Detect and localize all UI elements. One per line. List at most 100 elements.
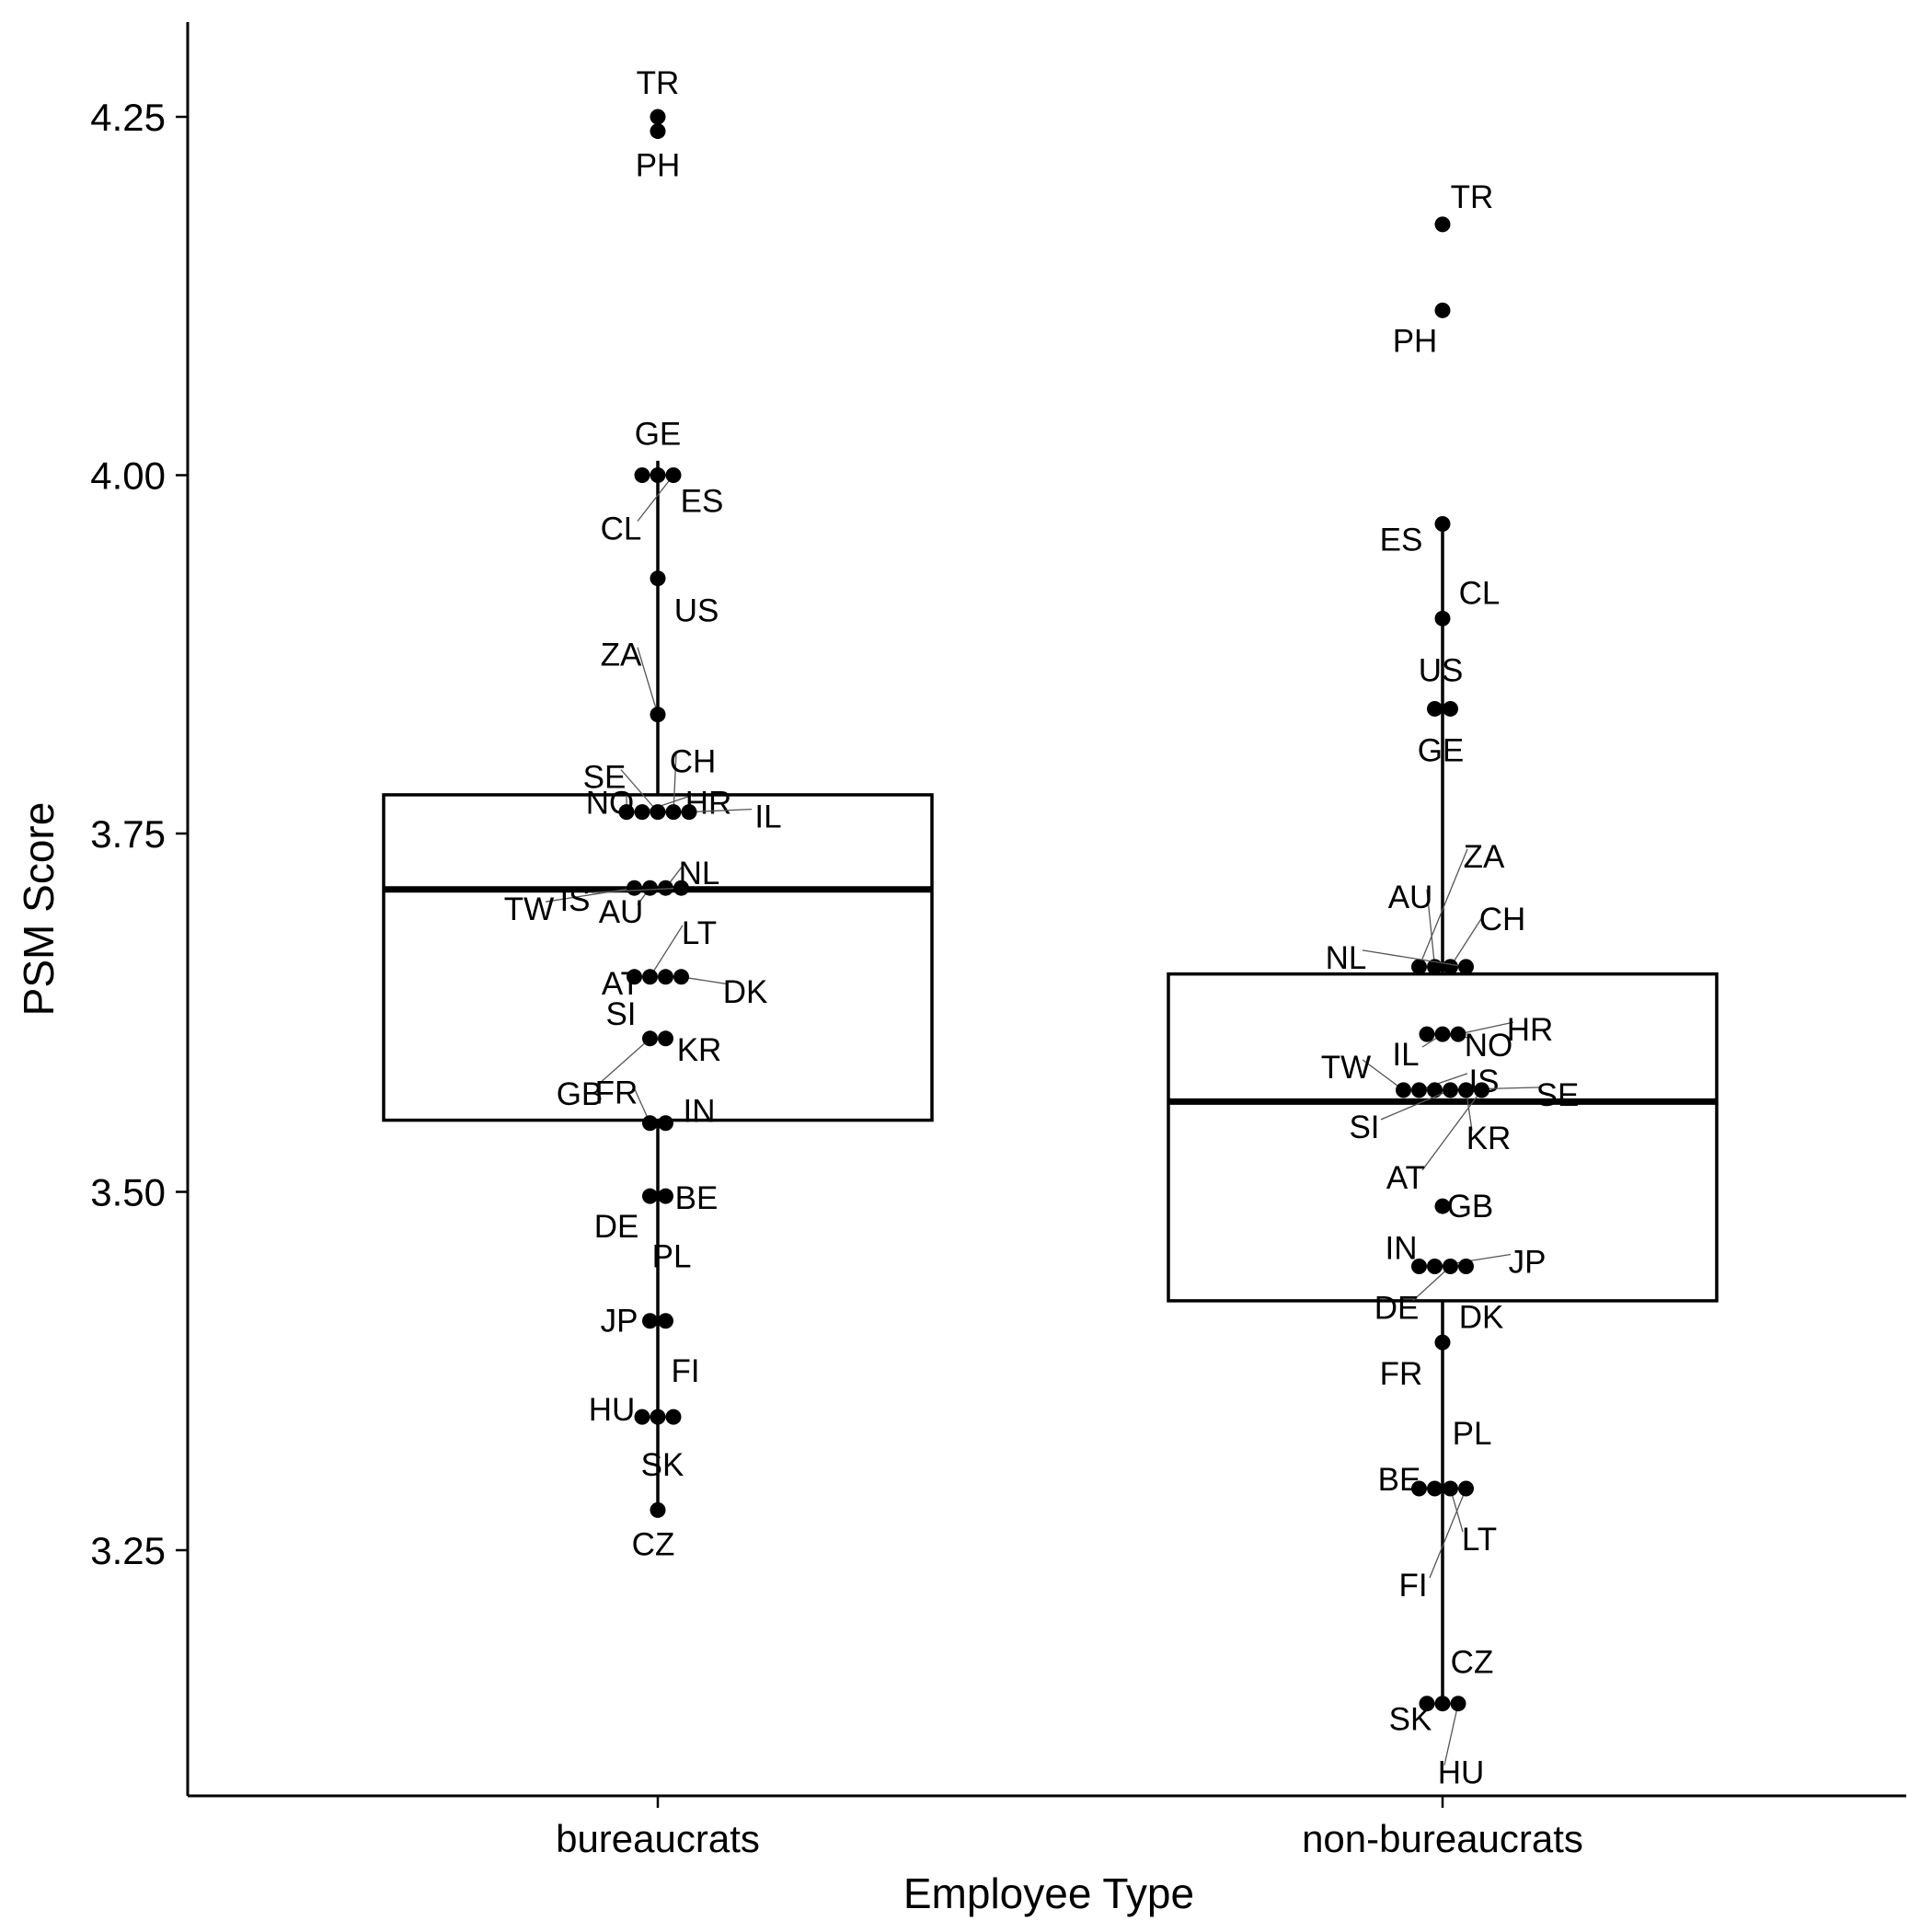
data-point — [658, 969, 673, 985]
label-leader-line — [1421, 1089, 1483, 1171]
data-point — [650, 804, 666, 821]
point-label: CL — [1459, 575, 1501, 611]
point-label: CH — [1479, 902, 1526, 937]
point-label: PL — [1453, 1416, 1492, 1452]
point-label: US — [674, 593, 719, 629]
label-leader-line — [1429, 1488, 1467, 1579]
label-leader-line — [637, 475, 674, 522]
point-label: IS — [559, 882, 590, 918]
point-label: FI — [671, 1353, 699, 1389]
data-point — [1434, 610, 1451, 627]
data-point — [1458, 1480, 1474, 1497]
point-label: SK — [641, 1447, 684, 1483]
data-point — [634, 804, 650, 821]
point-label: GE — [635, 417, 682, 453]
point-label: DE — [1374, 1291, 1420, 1327]
label-leader-line — [1443, 1703, 1459, 1765]
point-label: FR — [1380, 1356, 1423, 1392]
point-label: CZ — [1451, 1645, 1494, 1681]
data-point — [1434, 1334, 1451, 1351]
point-label: DK — [723, 974, 768, 1010]
point-label: PH — [1393, 323, 1438, 359]
label-leader-line — [681, 976, 730, 985]
point-label: ZA — [1464, 839, 1505, 875]
y-tick-label: 3.50 — [90, 1171, 166, 1214]
point-label: NO — [586, 786, 635, 822]
point-label: SI — [605, 996, 636, 1032]
data-point — [665, 467, 682, 483]
x-tick-label: non-bureaucrats — [1302, 1817, 1583, 1860]
point-label: PH — [636, 148, 681, 184]
iqr-box — [382, 793, 934, 1122]
label-leader-line — [1412, 1266, 1451, 1301]
point-label: SI — [1349, 1110, 1379, 1145]
point-label: TR — [637, 65, 680, 101]
point-label: IN — [684, 1094, 716, 1130]
label-leader-line — [1426, 889, 1436, 967]
data-point — [665, 804, 682, 821]
data-point — [642, 969, 658, 985]
point-label: IN — [1386, 1231, 1418, 1267]
y-tick-label: 4.25 — [90, 96, 166, 139]
data-point — [650, 1409, 666, 1425]
label-leader-line — [673, 753, 677, 812]
point-label: CZ — [632, 1526, 675, 1562]
y-tick-label: 3.25 — [90, 1529, 166, 1572]
data-point — [1443, 1480, 1458, 1497]
data-point — [658, 1115, 673, 1132]
point-label: ZA — [601, 638, 642, 673]
data-point — [627, 969, 642, 985]
point-label: AU — [1388, 880, 1433, 915]
point-label: JP — [1509, 1245, 1547, 1281]
point-label: KR — [677, 1032, 722, 1068]
point-label: LT — [682, 915, 717, 951]
data-point — [658, 1188, 673, 1204]
data-point — [618, 804, 635, 821]
data-point — [1411, 1259, 1427, 1275]
point-label: SE — [583, 760, 627, 796]
data-point — [1434, 1026, 1451, 1042]
point-label: US — [1419, 652, 1464, 688]
point-label: FR — [595, 1075, 638, 1111]
data-point — [1411, 1480, 1427, 1497]
data-point — [1419, 1026, 1435, 1042]
data-point — [1450, 1026, 1466, 1042]
data-point — [673, 969, 689, 985]
label-leader-line — [688, 808, 753, 813]
data-point — [1474, 1082, 1489, 1098]
data-point — [634, 1409, 650, 1425]
axes: 3.25 3.50 3.75 4.00 4.25 bureaucrats non-burea… — [90, 22, 1906, 1860]
point-label: SE — [1536, 1077, 1580, 1113]
data-point — [1434, 1696, 1451, 1712]
label-leader-line — [1457, 1021, 1514, 1035]
data-point — [1427, 700, 1443, 717]
data-point — [650, 1501, 666, 1518]
data-point — [1411, 1082, 1427, 1098]
data-point — [1443, 959, 1458, 975]
data-point — [1458, 1082, 1474, 1098]
point-label: BE — [1378, 1462, 1421, 1498]
x-axis-title: Employee Type — [903, 1869, 1194, 1917]
point-label: BE — [675, 1180, 719, 1216]
y-axis-title: PSM Score — [15, 802, 63, 1017]
data-point — [627, 880, 642, 896]
data-point — [1434, 515, 1451, 532]
data-point — [1434, 216, 1451, 233]
point-label: IL — [1392, 1037, 1419, 1073]
point-label: ES — [1380, 522, 1423, 558]
label-leader-line — [1380, 1089, 1451, 1121]
y-tick-label: 4.00 — [90, 454, 166, 498]
label-leader-line — [545, 887, 635, 903]
data-point — [1443, 1082, 1458, 1098]
label-leader-line — [1418, 848, 1468, 968]
point-label: AT — [602, 966, 640, 1002]
point-label: NL — [1326, 940, 1367, 976]
data-point — [1434, 302, 1451, 318]
data-point — [642, 1313, 658, 1329]
point-label: TW — [504, 891, 554, 927]
point-label: GB — [557, 1076, 604, 1112]
data-point — [1427, 1480, 1443, 1497]
point-label: IL — [754, 799, 781, 835]
